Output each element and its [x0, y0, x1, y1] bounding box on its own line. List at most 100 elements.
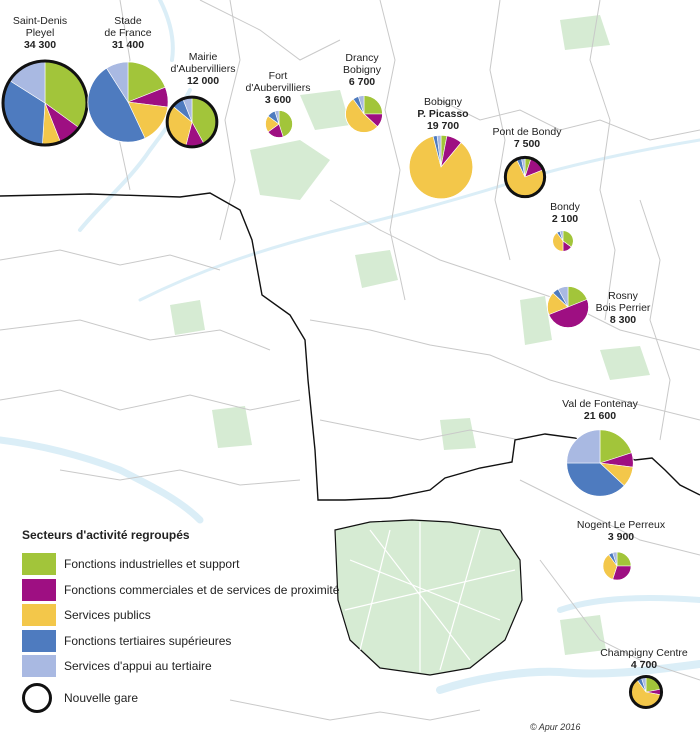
station-name: Stade: [114, 15, 142, 27]
boundary-path: [639, 199, 671, 441]
park-fontenay: [440, 418, 476, 450]
station-label: Nogent Le Perreux 3 900: [577, 519, 665, 543]
pie-outline: [264, 109, 294, 139]
boundary-path: [489, 0, 511, 261]
station-label: Champigny Centre 4 700: [600, 647, 688, 671]
station-label: Stade de France 31 400: [104, 15, 151, 51]
canal-de-l-ourcq: [138, 138, 700, 302]
legend-swatch: [22, 553, 56, 575]
station-name: Mairie: [188, 51, 218, 63]
station-employment-value: 12 000: [186, 75, 220, 87]
station-label: Val de Fontenay 21 600: [562, 398, 638, 422]
boundary-path: [379, 0, 406, 301]
legend-label: Fonctions commerciales et de services de…: [64, 582, 340, 597]
legend-title: Secteurs d'activité regroupés: [22, 528, 190, 542]
legend: Secteurs d'activité regroupés Fonctions …: [22, 528, 342, 713]
boundary-path: [309, 319, 700, 421]
station-name: Bobigny: [343, 64, 381, 76]
boundary-path: [519, 479, 700, 556]
station-pie: [628, 674, 664, 710]
station-pie: [566, 429, 634, 497]
station-name: Saint-Denis: [12, 15, 68, 27]
bois-path: [359, 529, 391, 651]
station-employment-value: 19 700: [426, 120, 460, 132]
station-name: d'Aubervilliers: [170, 63, 236, 75]
park-pantin: [170, 300, 205, 335]
station-label: Fort d'Aubervilliers 3 600: [245, 70, 310, 106]
pie-outline: [408, 134, 474, 200]
parks: [170, 15, 650, 675]
station-pie: [264, 109, 294, 139]
bois-de-vincennes-boundary: [334, 519, 523, 676]
station-employment-value: 21 600: [583, 410, 617, 422]
pie-outline: [552, 230, 574, 252]
legend-swatch: [22, 629, 56, 652]
legend-swatch: [22, 604, 56, 626]
river-seine: [0, 436, 204, 524]
boundary-path: [229, 699, 481, 721]
bois-path: [439, 529, 481, 671]
station-label: Drancy Bobigny 6 700: [343, 52, 381, 88]
legend-label: Nouvelle gare: [64, 691, 139, 705]
station-name: Val de Fontenay: [562, 398, 638, 410]
station-employment-value: 34 300: [23, 39, 57, 51]
water-bodies: [0, 0, 700, 694]
station-name: Champigny Centre: [600, 647, 688, 659]
legend-label: Fonctions industrielles et support: [64, 557, 240, 571]
park-bobigny: [355, 250, 398, 288]
boundary-path: [589, 0, 616, 321]
boundary-path: [0, 249, 221, 271]
park-champigny: [560, 615, 606, 655]
station-employment-value: 31 400: [111, 39, 145, 51]
legend-label: Fonctions tertiaires supérieures: [64, 633, 232, 648]
station-pie: [408, 134, 474, 200]
boundary-path: [319, 419, 521, 441]
legend-label: Services d'appui au tertiaire: [64, 659, 212, 673]
commune-boundaries: [0, 0, 700, 721]
station-employment-value: 3 900: [607, 531, 635, 543]
legend-item: Fonctions commerciales et de services de…: [22, 578, 342, 601]
station-name: Bois Perrier: [595, 302, 651, 314]
station-pie: [87, 61, 169, 143]
park-east: [600, 346, 650, 380]
station-name: Drancy: [345, 52, 379, 64]
park-georges-valbon: [250, 140, 330, 200]
station-pie: [602, 551, 632, 581]
station-name: P. Picasso: [417, 108, 469, 120]
station-pie: [345, 95, 383, 133]
station-employment-value: 3 600: [264, 94, 292, 106]
station-label: Rosny Bois Perrier 8 300: [596, 290, 651, 326]
station-label: Mairie d'Aubervilliers 12 000: [170, 51, 235, 87]
pie-outline: [566, 429, 634, 497]
legend-item: Fonctions industrielles et support: [22, 553, 342, 575]
pie-outline: [546, 285, 590, 329]
boundary-path: [219, 0, 241, 241]
station-employment-value: 2 100: [551, 213, 579, 225]
park-la-courneuve: [300, 90, 350, 130]
pie-slice: [566, 429, 601, 464]
station-name: Fort: [268, 70, 288, 82]
park-romainville: [520, 296, 552, 345]
boundary-path: [539, 559, 700, 681]
legend-item-nouvelle-gare: Nouvelle gare: [22, 683, 342, 713]
station-name: Pleyel: [25, 27, 55, 39]
station-label: Pont de Bondy 7 500: [493, 126, 562, 150]
station-name: Bobigny: [424, 96, 462, 108]
legend-swatch: [22, 578, 56, 601]
nouvelle-gare-ring: [1, 59, 89, 147]
station-employment-value: 7 500: [513, 138, 541, 150]
station-name: de France: [104, 27, 152, 39]
nouvelle-gare-ring: [165, 95, 219, 149]
station-pie: [552, 230, 574, 252]
legend-item: Services d'appui au tertiaire: [22, 655, 342, 677]
station-label: Saint-Denis Pleyel 34 300: [13, 15, 67, 51]
station-name: Nogent Le Perreux: [576, 519, 666, 531]
legend-item: Fonctions tertiaires supérieures: [22, 629, 342, 652]
station-employment-value: 6 700: [348, 76, 376, 88]
station-label: Bobigny P. Picasso 19 700: [417, 96, 468, 132]
boundary-path: [329, 199, 700, 351]
river-marne: [557, 595, 700, 613]
bois-path: [344, 569, 516, 611]
